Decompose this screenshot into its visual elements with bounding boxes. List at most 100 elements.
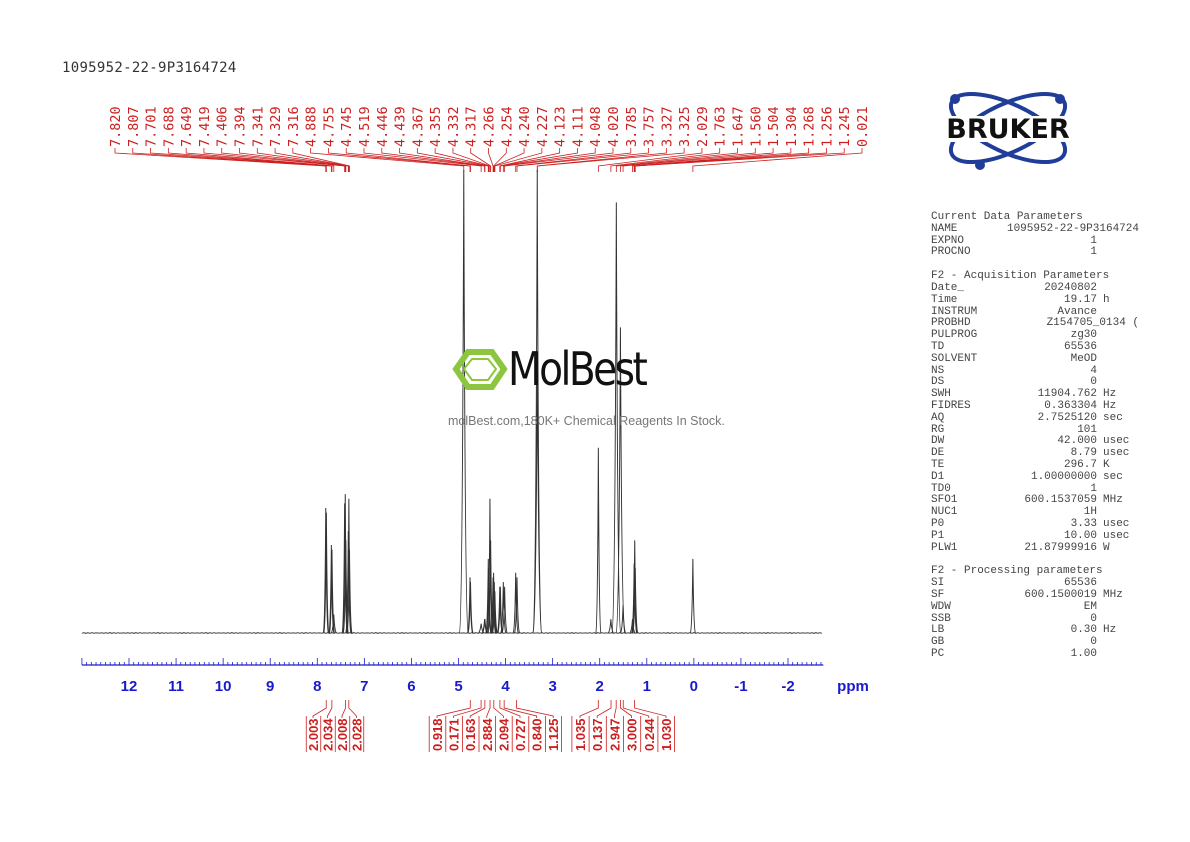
param-value: 11904.762 <box>1037 388 1097 401</box>
peak-label-connector <box>515 148 632 172</box>
integral-connector <box>614 700 617 718</box>
integrals: 2.003 2.034 2.008 2.028 0.918 0.171 0.163 2.884… <box>305 700 675 752</box>
peak-label-connector <box>416 148 489 172</box>
spectrum-peak <box>491 582 498 634</box>
peak-label: 3.785 <box>624 106 640 147</box>
peak-label: 4.227 <box>535 106 551 147</box>
param-value: 2.7525120 <box>1037 411 1097 424</box>
param-unit <box>1097 366 1143 378</box>
param-key: P0 <box>931 517 945 530</box>
peak-label: 1.245 <box>837 106 853 147</box>
current-params-title: Current Data Parameters <box>931 211 1083 223</box>
param-value: 3.33 <box>1070 517 1097 530</box>
param-value: 1 <box>1090 246 1097 259</box>
peak-label: 7.820 <box>108 106 124 147</box>
peak-label-connector <box>274 148 350 172</box>
peak-label: 1.647 <box>731 106 747 147</box>
axis-tick-label: 0 <box>690 678 698 695</box>
integral-connector <box>499 700 521 718</box>
param-value: 4 <box>1090 364 1097 377</box>
spectrum-peak <box>595 447 602 634</box>
param-unit: h <box>1103 293 1110 306</box>
param-row: WDW EM <box>931 601 1185 614</box>
peak-label: 4.446 <box>375 106 391 147</box>
param-unit <box>1097 637 1143 649</box>
axis-tick-label: 10 <box>215 678 232 695</box>
peak-label: 4.240 <box>517 106 533 147</box>
peak-label: 1.763 <box>713 106 729 147</box>
param-key: DE <box>931 447 945 460</box>
axis-tick-label: 7 <box>360 678 368 695</box>
integral-connector <box>486 700 491 718</box>
spectrum-peak <box>330 614 337 634</box>
peak-label: 4.367 <box>410 106 426 147</box>
param-key: RG <box>931 423 945 436</box>
peak-label-connector <box>399 148 486 172</box>
param-row: TD 65536 <box>931 341 1185 354</box>
param-unit: sec <box>1103 411 1123 424</box>
param-key: NS <box>931 364 945 377</box>
param-key: AQ <box>931 411 945 424</box>
param-value: 1.00 <box>1070 647 1097 660</box>
spectrum-peak <box>489 577 497 634</box>
peak-label-connector <box>185 148 335 172</box>
peak-labels: 7.820 7.807 7.701 7.688 7.649 7.419 7.406 7.394… <box>108 106 871 172</box>
spectrum-peak <box>346 549 353 634</box>
param-row: RG 101 <box>931 423 1185 437</box>
peak-label: 4.020 <box>606 106 622 147</box>
param-unit <box>1097 649 1143 661</box>
peak-label-connector <box>114 148 327 172</box>
integral-value: 2.003 <box>306 718 321 751</box>
param-value: 0 <box>1090 376 1097 389</box>
param-value: 296.7 <box>1063 458 1097 471</box>
param-key: DS <box>931 376 945 389</box>
peak-label-connector <box>292 148 350 172</box>
param-value: Z154705_0134 ( <box>1046 317 1139 330</box>
acq-params-title: F2 - Acquisition Parameters <box>931 270 1110 283</box>
axis-tick-label: -2 <box>781 678 794 695</box>
spectrum-peak <box>513 577 521 634</box>
param-value: 0.363304 <box>1044 399 1097 412</box>
peak-label: 4.888 <box>304 106 320 147</box>
peak-label-connector <box>632 148 792 172</box>
param-value: 21.87999916 <box>1024 541 1097 554</box>
axis-tick-label: -1 <box>734 678 747 695</box>
integral-connector <box>596 700 612 718</box>
peak-label-connector <box>150 148 332 172</box>
axis-tick-label: 1 <box>643 678 651 695</box>
spectrum-peak <box>485 558 492 634</box>
param-unit <box>1097 283 1143 295</box>
spectrum-peak <box>501 586 508 634</box>
peak-label-connector <box>221 148 346 172</box>
param-row: SWH 11904.762 Hz <box>931 388 1185 401</box>
param-key: FIDRES <box>931 399 971 412</box>
param-row: NS 4 <box>931 364 1185 378</box>
peak-label-connector <box>634 148 845 172</box>
peak-label: 7.807 <box>126 106 142 147</box>
param-row: Date_ 20240802 <box>931 282 1185 295</box>
param-key: D1 <box>931 470 945 483</box>
param-unit: MHz <box>1103 588 1123 601</box>
peak-label: 7.406 <box>215 106 231 147</box>
param-unit: Hz <box>1103 388 1117 401</box>
peak-label: 3.325 <box>677 106 693 147</box>
peak-label: 4.111 <box>570 106 586 147</box>
param-row: Time 19.17 h <box>931 293 1185 307</box>
peak-label-connector <box>470 148 492 172</box>
peak-label: 1.560 <box>748 106 764 147</box>
peak-label: 7.316 <box>286 106 302 147</box>
peak-label-connector <box>493 148 507 172</box>
peak-label-connector <box>488 148 494 172</box>
param-value: 1H <box>1083 506 1097 519</box>
param-unit <box>1097 342 1143 354</box>
integral-value: 3.000 <box>625 718 640 751</box>
spectrum-peak <box>629 619 636 634</box>
integral-connector <box>515 700 554 718</box>
peak-label: 4.745 <box>339 106 355 147</box>
param-key: NUC1 <box>931 506 958 519</box>
param-unit <box>1139 318 1185 330</box>
param-key: LB <box>931 624 945 637</box>
param-row: GB 0 <box>931 636 1185 649</box>
spectrum-peak <box>632 568 639 634</box>
integral-connector <box>620 700 632 718</box>
